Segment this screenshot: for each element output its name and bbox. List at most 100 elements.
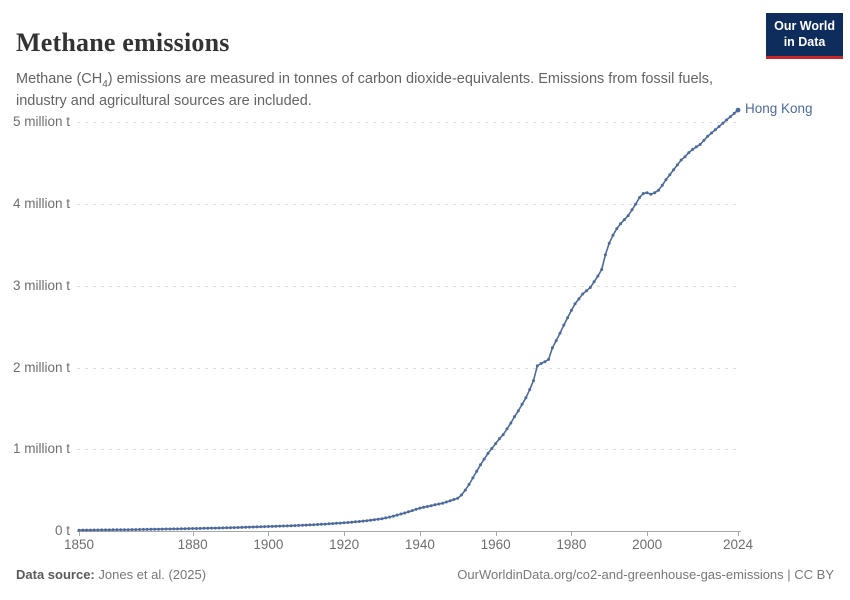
data-point <box>668 173 672 177</box>
x-axis-tick-label: 1980 <box>556 537 587 552</box>
data-point <box>172 527 176 531</box>
data-point <box>357 520 361 523</box>
data-point <box>240 525 244 529</box>
x-axis-tick-label: 1960 <box>480 537 511 552</box>
data-source-label: Data source: <box>16 567 95 582</box>
data-point <box>513 415 516 419</box>
y-axis-tick-label: 4 million t <box>12 196 70 212</box>
data-point <box>361 519 365 523</box>
data-point <box>380 517 384 521</box>
data-point <box>160 527 164 531</box>
data-point <box>221 526 225 530</box>
data-point <box>607 241 611 245</box>
data-point <box>263 525 267 529</box>
data-point <box>266 525 270 528</box>
data-point <box>111 528 115 532</box>
data-point <box>335 521 338 525</box>
data-point <box>354 520 357 524</box>
data-point <box>134 528 138 532</box>
data-point <box>92 528 96 532</box>
data-point <box>96 528 100 532</box>
data-point <box>619 222 623 226</box>
y-axis-tick-label: 3 million t <box>12 277 70 293</box>
data-point <box>395 513 399 517</box>
data-point <box>717 125 721 128</box>
data-point <box>301 523 304 527</box>
data-point <box>603 253 607 257</box>
data-point <box>524 396 528 400</box>
data-point <box>145 527 149 531</box>
data-point <box>229 526 232 530</box>
data-point <box>251 525 255 529</box>
data-point <box>600 268 604 271</box>
attribution-link[interactable]: OurWorldinData.org/co2-and-greenhouse-ga… <box>457 567 834 582</box>
data-point <box>630 208 634 212</box>
data-point <box>566 316 570 320</box>
data-point <box>259 525 263 529</box>
data-point <box>278 524 282 528</box>
data-point <box>206 526 210 530</box>
data-point <box>225 526 229 530</box>
subtitle-subscript: 4 <box>102 78 108 90</box>
data-point <box>710 131 713 135</box>
owid-logo-line1: Our World <box>774 19 835 33</box>
data-point <box>664 178 668 182</box>
owid-logo[interactable]: Our World in Data <box>766 13 843 59</box>
x-axis-tick-label: 1900 <box>253 537 284 552</box>
y-axis-tick-label: 0 t <box>54 523 70 538</box>
data-point <box>399 512 403 516</box>
data-point <box>649 192 653 196</box>
data-line <box>78 109 739 531</box>
data-point <box>81 528 85 532</box>
data-point <box>653 191 657 195</box>
data-point <box>558 331 562 335</box>
subtitle-text-pre: Methane (CH <box>16 70 103 87</box>
data-point <box>289 524 293 528</box>
data-point <box>327 522 331 526</box>
data-point <box>194 527 198 530</box>
data-point <box>168 527 172 531</box>
data-point <box>698 143 702 146</box>
data-point <box>164 527 168 531</box>
data-point <box>107 528 111 532</box>
data-point <box>660 183 664 187</box>
data-source-value[interactable]: Jones et al. (2025) <box>98 567 207 582</box>
data-point <box>577 297 581 301</box>
data-point <box>713 128 717 132</box>
data-point <box>433 503 437 507</box>
data-point <box>569 308 573 312</box>
data-point <box>562 323 566 327</box>
data-point <box>176 527 179 531</box>
y-axis-tick-label: 5 million t <box>12 114 70 130</box>
data-point <box>550 346 554 350</box>
data-point <box>732 111 736 115</box>
data-point <box>179 527 183 531</box>
data-point <box>232 526 236 530</box>
data-point <box>672 168 676 172</box>
data-point <box>456 496 460 500</box>
data-point <box>509 421 513 425</box>
data-point <box>528 388 532 392</box>
data-point <box>482 457 486 461</box>
data-point <box>115 528 119 532</box>
data-point <box>497 437 501 441</box>
data-point <box>331 522 335 526</box>
data-point <box>645 191 649 195</box>
data-point <box>141 527 145 531</box>
data-point <box>88 528 92 532</box>
data-point <box>77 528 81 532</box>
data-point <box>441 501 445 505</box>
data-point <box>725 118 729 122</box>
data-point <box>615 227 619 231</box>
data-point <box>516 409 520 413</box>
data-point <box>236 526 240 529</box>
data-point <box>293 524 297 528</box>
data-point <box>539 362 543 365</box>
chart-subtitle: Methane (CH4) emissions are measured in … <box>16 69 731 114</box>
data-point <box>255 525 259 529</box>
data-point <box>191 527 195 530</box>
data-point <box>596 274 600 278</box>
data-point <box>369 518 373 522</box>
data-point <box>346 521 350 524</box>
